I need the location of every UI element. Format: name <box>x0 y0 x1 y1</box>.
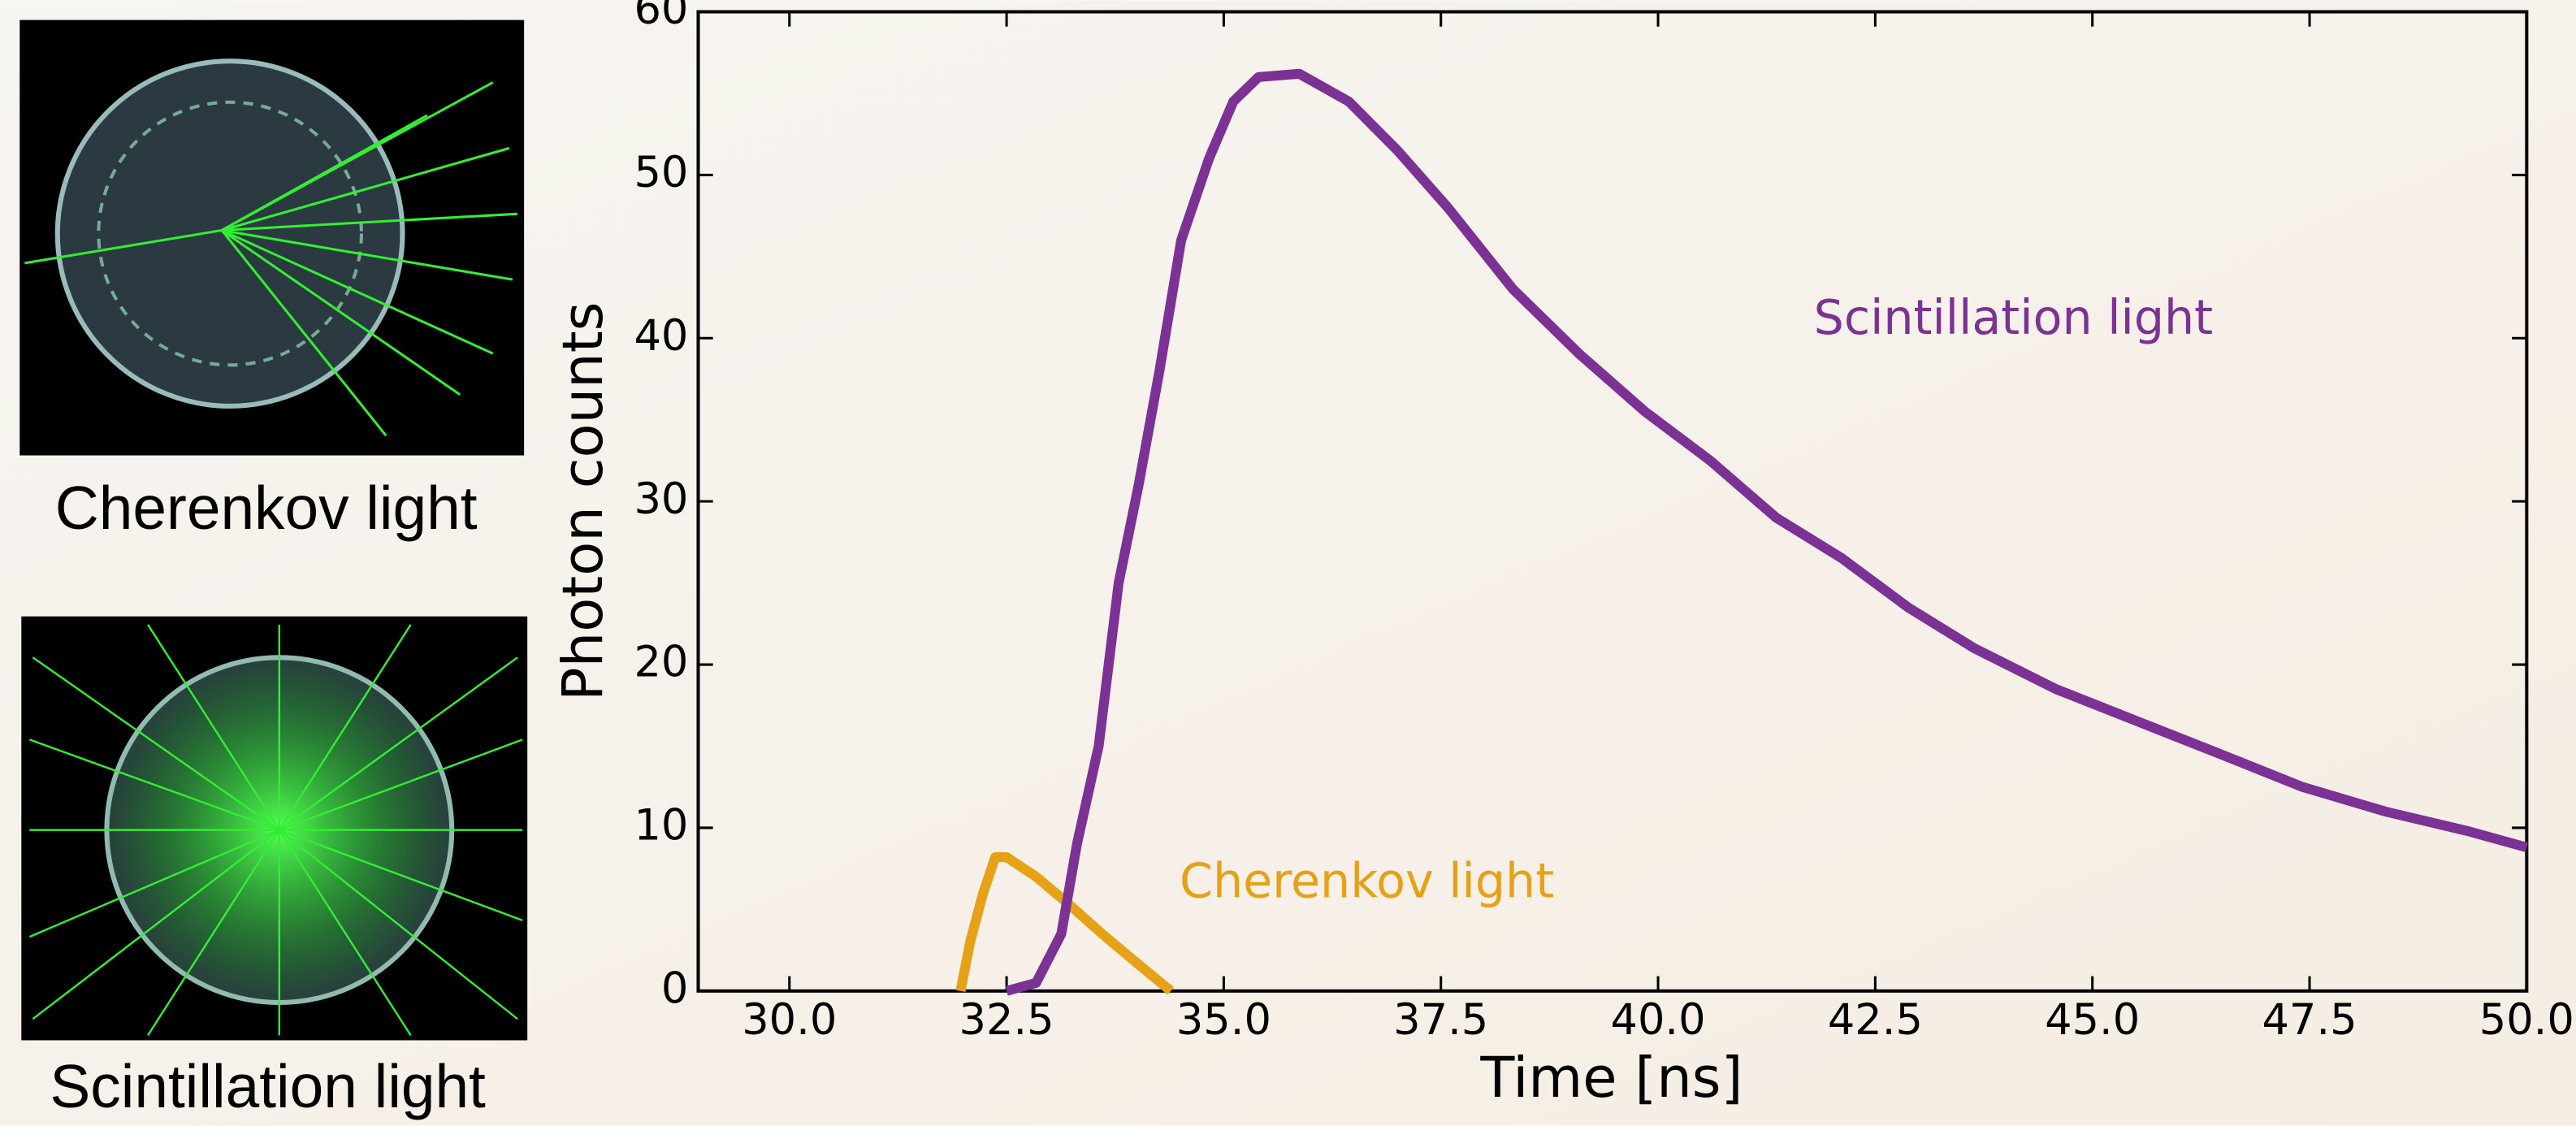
y-tick-label: 20 <box>634 638 688 687</box>
series-line <box>955 852 1175 995</box>
y-tick-label: 30 <box>634 474 688 524</box>
y-axis-label: Photon counts <box>551 301 616 700</box>
y-tick-label: 50 <box>634 148 688 197</box>
y-tick-label: 10 <box>634 801 688 851</box>
x-tick-label: 30.0 <box>742 995 837 1045</box>
series-label: Scintillation light <box>1814 290 2214 345</box>
x-tick-label: 40.0 <box>1611 995 1706 1045</box>
scintillation-image <box>21 616 528 1041</box>
x-tick-label: 35.0 <box>1176 995 1271 1045</box>
x-tick-label: 42.5 <box>1828 995 1923 1045</box>
image-caption: Scintillation light <box>50 1052 486 1120</box>
y-tick-label: 60 <box>634 0 688 34</box>
x-tick-label: 37.5 <box>1393 995 1488 1045</box>
image-caption: Cherenkov light <box>55 474 478 542</box>
y-tick-label: 0 <box>661 964 688 1013</box>
x-tick-label: 47.5 <box>2262 995 2357 1045</box>
y-tick-label: 40 <box>634 311 688 361</box>
x-tick-label: 50.0 <box>2479 995 2574 1045</box>
x-tick-label: 32.5 <box>959 995 1054 1045</box>
x-tick-label: 45.0 <box>2045 995 2140 1045</box>
series-label: Cherenkov light <box>1180 853 1554 908</box>
x-axis-label: Time [ns] <box>1479 1046 1743 1111</box>
cherenkov-image <box>19 19 525 456</box>
series-line <box>1005 68 2528 996</box>
